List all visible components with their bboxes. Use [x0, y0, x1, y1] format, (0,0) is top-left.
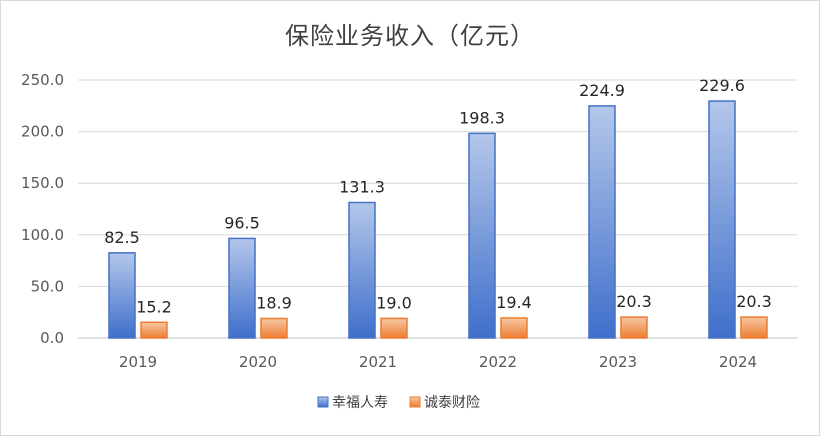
bar: [740, 316, 768, 339]
y-tick-label: 150.0: [21, 174, 64, 192]
x-tick-label: 2019: [119, 353, 157, 371]
bar: [228, 237, 256, 339]
x-tick-label: 2024: [719, 353, 757, 371]
data-label: 224.9: [579, 81, 625, 100]
x-tick-label: 2021: [359, 353, 397, 371]
y-tick-label: 50.0: [31, 277, 64, 295]
y-tick-label: 100.0: [21, 226, 64, 244]
bar: [380, 317, 408, 339]
data-label: 229.6: [699, 76, 745, 95]
bar: [108, 252, 136, 339]
data-label: 19.4: [496, 293, 532, 312]
chart-title: 保险业务收入（亿元）: [285, 22, 535, 50]
x-axis: 2019 2020 2021 2022 2023 2024: [119, 353, 757, 371]
bar: [620, 316, 648, 339]
data-labels: 82.5 15.2 96.5 18.9 131.3 19.0 198.3 19.4 224.9 2…: [104, 76, 772, 316]
bar: [140, 321, 168, 339]
bar: [260, 317, 288, 339]
y-axis: 0.0 50.0 100.0 150.0 200.0 250.0: [21, 71, 64, 347]
data-label: 20.3: [736, 292, 772, 311]
data-label: 18.9: [256, 293, 292, 312]
data-label: 20.3: [616, 292, 652, 311]
legend-swatch: [409, 396, 421, 408]
y-tick-label: 250.0: [21, 71, 64, 89]
legend-label: 幸福人寿: [332, 394, 388, 411]
y-tick-label: 200.0: [21, 123, 64, 141]
data-label: 131.3: [339, 177, 385, 196]
data-label: 19.0: [376, 293, 412, 312]
data-label: 198.3: [459, 108, 505, 127]
data-label: 82.5: [104, 228, 140, 247]
legend: 幸福人寿 诚泰财险: [317, 394, 480, 411]
y-tick-label: 0.0: [40, 329, 64, 347]
bars: [108, 100, 768, 339]
bar: [708, 100, 736, 339]
gridlines: [78, 79, 798, 339]
legend-label: 诚泰财险: [424, 395, 480, 411]
bar: [588, 105, 616, 339]
x-tick-label: 2022: [479, 353, 517, 371]
bar: [348, 201, 376, 339]
bar: [500, 317, 528, 339]
legend-swatch: [317, 396, 329, 408]
data-label: 15.2: [136, 297, 172, 316]
x-tick-label: 2020: [239, 353, 277, 371]
data-label: 96.5: [224, 213, 260, 232]
bar: [468, 132, 496, 339]
x-tick-label: 2023: [599, 353, 637, 371]
